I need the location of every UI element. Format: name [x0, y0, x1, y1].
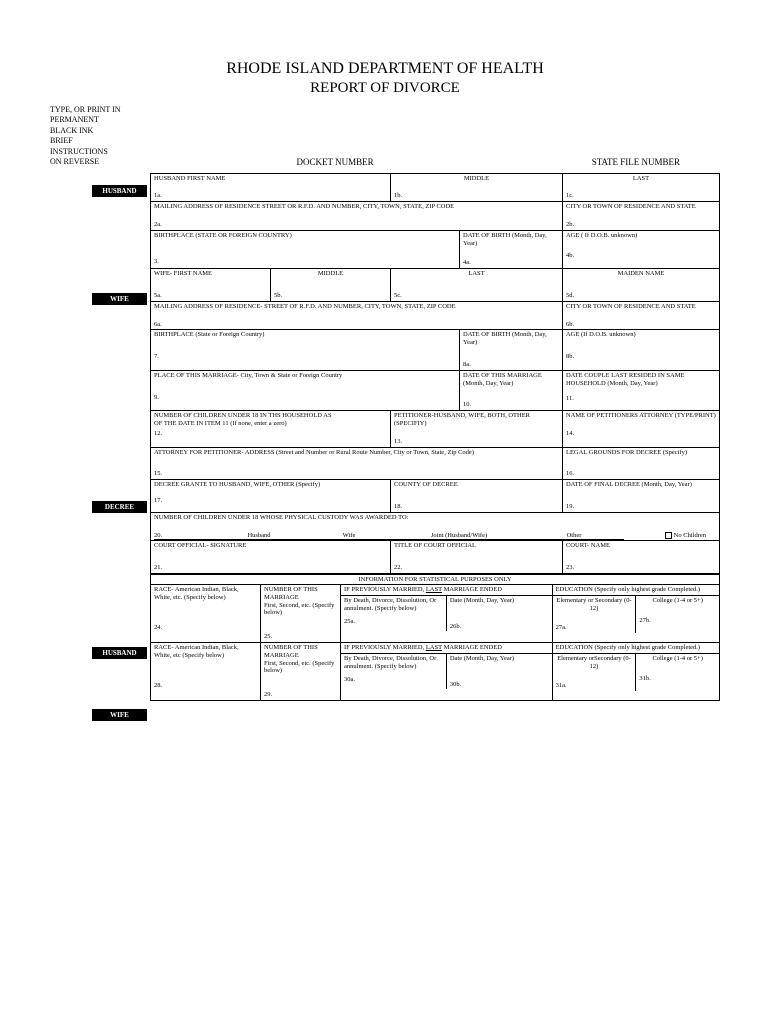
field-6b[interactable]: CITY OR TOWN OF RESIDENCE AND STATE6b.	[562, 301, 719, 330]
field-24[interactable]: RACE- American Indian, Black, White, etc…	[151, 584, 261, 642]
field-6a[interactable]: MAILING ADDRESS OF RESIDENCE- STREET OF …	[151, 301, 563, 330]
field-14[interactable]: NAME OF PETITIONERS ATTORNEY (TYPE/PRINT…	[562, 411, 719, 447]
wife2-label: WIFE	[92, 709, 147, 721]
stat-header: INFORMATION FOR STATISTICAL PURPOSES ONL…	[150, 574, 720, 584]
field-7[interactable]: BIRTHPLACE (State or Foreign Country)7.	[151, 330, 460, 370]
field-8b[interactable]: AGE (If D.O.B. unknown)8b.	[562, 330, 719, 370]
page-title: RHODE ISLAND DEPARTMENT OF HEALTH	[50, 60, 720, 78]
field-13[interactable]: PETITIONER-HUSBAND, WIFE, BOTH, OTHER (S…	[391, 411, 563, 447]
husband-label: HUSBAND	[92, 185, 147, 197]
field-21[interactable]: COURT OFFICIAL- SIGNATURE21.	[151, 541, 391, 574]
form-table: HUSBAND FIRST NAME1a. MIDDLE1b. LAST1c. …	[150, 173, 720, 574]
field-11[interactable]: DATE COUPLE LAST RESIDED IN SAME HOUSEHO…	[562, 370, 719, 410]
field-4a[interactable]: DATE OF BIRTH (Month, Day, Year)4a.	[460, 230, 563, 268]
field-20[interactable]: NUMBER OF CHILDREN UNDER 18 WHOSE PHYSIC…	[151, 512, 720, 541]
form-container: HUSBAND WIFE DECREE HUSBAND WIFE HUSBAND…	[50, 173, 720, 701]
field-10[interactable]: DATE OF THIS MARRIAGE (Month, Day, Year)…	[460, 370, 563, 410]
field-15[interactable]: ATTORNEY FOR PETITIONER- ADDRESS (Street…	[151, 447, 563, 480]
field-25a-26b[interactable]: IF PREVIOUSLY MARRIED, LAST MARRIAGE END…	[341, 584, 553, 642]
instruction-line: ON REVERSE	[50, 157, 134, 169]
field-30[interactable]: IF PREVIOUSLY MARRIED, LAST MARRIAGE END…	[341, 642, 553, 700]
instruction-line: PERMANENT	[50, 115, 720, 125]
field-5d[interactable]: MAIDEN NAME5d.	[562, 269, 719, 302]
field-12[interactable]: NUMBER OF CHILDREN UNDER 18 IN THS HOUSE…	[151, 411, 391, 447]
field-18[interactable]: COUNTY OF DECREE18.	[391, 480, 563, 513]
decree-label: DECREE	[92, 501, 147, 513]
no-children-checkbox[interactable]	[665, 532, 672, 539]
page-subtitle: REPORT OF DIVORCE	[50, 80, 720, 97]
field-19[interactable]: DATE OF FINAL DECREE (Month, Day, Year)1…	[562, 480, 719, 513]
field-5b[interactable]: MIDDLE5b.	[271, 269, 391, 302]
instructions-block: TYPE, OR PRINT IN PERMANENT BLACK INK BR…	[50, 105, 720, 169]
statefile-header: STATE FILE NUMBER	[436, 157, 720, 169]
field-9[interactable]: PLACE OF THIS MARRIAGE- City, Town & Sta…	[151, 370, 460, 410]
stat-table: RACE- American Indian, Black, White, etc…	[150, 584, 720, 701]
field-5a[interactable]: WIFE- FIRST NAME5a.	[151, 269, 271, 302]
field-27[interactable]: EDUCATION (Specify only highest grade Co…	[552, 584, 719, 642]
wife-label: WIFE	[92, 293, 147, 305]
field-2a[interactable]: MAILING ADDRESS OF RESIDENCE STREET OR R…	[151, 202, 563, 231]
field-1a[interactable]: HUSBAND FIRST NAME1a.	[151, 173, 391, 202]
field-23[interactable]: COURT- NAME23.	[562, 541, 719, 574]
docket-header: DOCKET NUMBER	[134, 157, 436, 169]
instruction-line: BRIEF	[50, 136, 720, 146]
field-16[interactable]: LEGAL GROUNDS FOR DECREE (Specify)16.	[562, 447, 719, 480]
instruction-line: TYPE, OR PRINT IN	[50, 105, 720, 115]
field-8a[interactable]: DATE OF BIRTH (Month, Day, Year)8a.	[460, 330, 563, 370]
field-25[interactable]: NUMBER OF THIS MARRIAGEFirst, Second, et…	[261, 584, 341, 642]
field-2b[interactable]: CITY OR TOWN OF RESIDENCE AND STATE2b.	[562, 202, 719, 231]
husband2-label: HUSBAND	[92, 647, 147, 659]
field-22[interactable]: TITLE OF COURT OFFICIAL22.	[391, 541, 563, 574]
instruction-line: BLACK INK	[50, 126, 720, 136]
field-5c[interactable]: LAST5c.	[391, 269, 563, 302]
field-4b[interactable]: AGE ( If D.O.B. unknown)4b.	[562, 230, 719, 268]
field-31[interactable]: EDUCATION (Specify only highest grade Co…	[552, 642, 719, 700]
instruction-line: INSTRUCTIONS	[50, 147, 720, 157]
field-28[interactable]: RACE- American Indian, Black, White, etc…	[151, 642, 261, 700]
field-17[interactable]: DECREE GRANTE TO HUSBAND, WIFE, OTHER (S…	[151, 480, 391, 513]
field-1b[interactable]: MIDDLE1b.	[391, 173, 563, 202]
field-1c[interactable]: LAST1c.	[562, 173, 719, 202]
field-29[interactable]: NUMBER OF THIS MARRIAGEFirst, Second, et…	[261, 642, 341, 700]
field-3[interactable]: BIRTHPLACE (STATE OR FOREIGN COUNTRY)3.	[151, 230, 460, 268]
